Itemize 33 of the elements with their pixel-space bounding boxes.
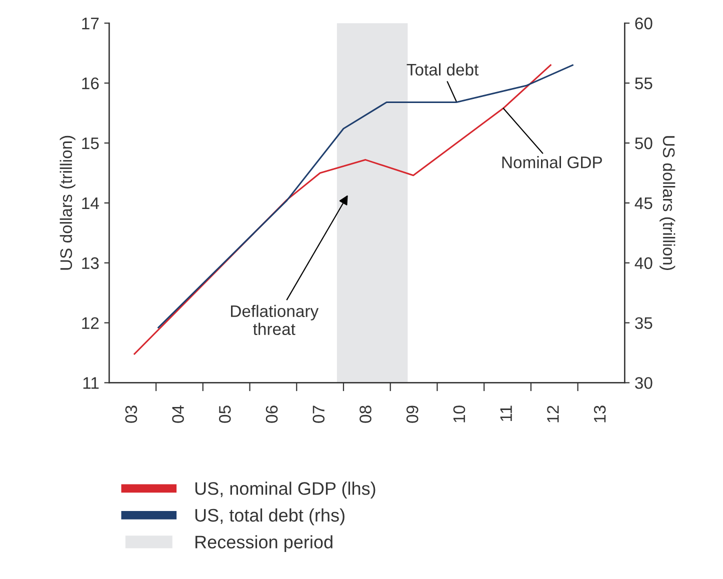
x-tick-label: 05 [219, 406, 231, 423]
x-tick-label: 10 [453, 406, 466, 422]
y-tick-label: 15 [82, 138, 99, 150]
x-tick-label: 08 [360, 406, 372, 423]
y2-axis-title: US dollars (trillion) [660, 136, 676, 270]
x-tick-label: 04 [172, 405, 184, 423]
y2-tick-label: 60 [635, 18, 652, 30]
y2-tick-label: 50 [635, 137, 652, 150]
annotation: Deflationary threat [231, 304, 319, 336]
x-tick-label: 07 [312, 406, 325, 423]
y-tick-label: 14 [82, 198, 99, 209]
annotation: Total debt [406, 63, 479, 76]
y2-tick-label: 35 [635, 317, 652, 329]
y-axis-title: US dollars (trillion) [60, 136, 76, 270]
legend-label: US, nominal GDP (lhs) [195, 482, 376, 498]
legend-label: Recession period [196, 535, 332, 552]
y-tick-label: 17 [82, 18, 99, 30]
y-tick-label: 13 [82, 257, 99, 270]
x-tick-label: 11 [500, 406, 512, 421]
y2-tick-label: 30 [635, 377, 652, 389]
y-tick-label: 16 [82, 77, 99, 90]
y2-tick-label: 40 [634, 257, 652, 270]
x-tick-label: 03 [125, 406, 138, 423]
y-tick-label: 12 [82, 317, 99, 329]
x-tick-label: 06 [266, 406, 278, 423]
x-tick-label: 12 [547, 406, 559, 422]
y2-tick-label: 45 [634, 198, 652, 210]
x-tick-label: 13 [594, 406, 606, 422]
legend-label: US, total debt (rhs) [195, 508, 344, 526]
y-tick-label: 11 [83, 377, 99, 389]
x-tick-label: 09 [406, 406, 418, 423]
annotation: Nominal GDP [502, 156, 602, 168]
y2-tick-label: 55 [635, 78, 652, 90]
